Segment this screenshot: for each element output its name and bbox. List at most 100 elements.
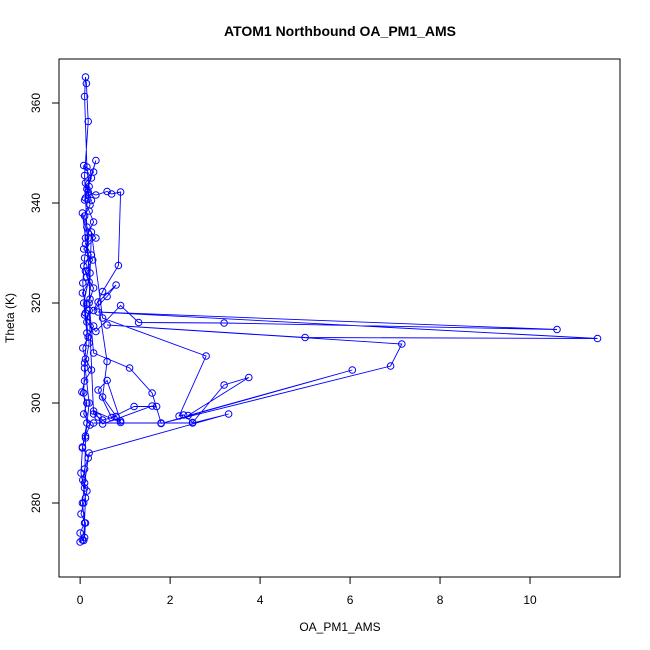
y-axis-label: Theta (K) [3, 293, 17, 343]
data-point [107, 413, 116, 422]
data-point [81, 234, 90, 242]
data-point [79, 344, 87, 352]
data-point [593, 334, 602, 343]
data-point [114, 261, 123, 270]
chart-title: ATOM1 Northbound OA_PM1_AMS [224, 23, 456, 39]
data-point [184, 411, 192, 420]
data-point [94, 386, 102, 394]
y-tick-label: 340 [29, 193, 43, 213]
data-point [87, 196, 96, 205]
data-point [134, 318, 143, 327]
data-point [86, 269, 94, 277]
y-axis: 280 300 320 340 360 [29, 93, 60, 513]
y-tick-label: 300 [29, 393, 43, 413]
data-point [84, 333, 92, 341]
data-point [87, 366, 96, 374]
data-point [92, 234, 100, 242]
x-tick-label: 8 [437, 593, 444, 607]
data-point [152, 402, 161, 411]
data-point [84, 117, 92, 126]
x-axis: 0 2 4 6 8 10 [77, 576, 537, 607]
data-point [148, 402, 156, 410]
data-point [85, 207, 93, 215]
data-point [94, 298, 102, 306]
data-point [116, 188, 125, 196]
data-point [103, 292, 111, 301]
data-point [202, 352, 210, 360]
x-tick-label: 2 [167, 593, 174, 607]
data-point [89, 349, 98, 357]
data-point [188, 419, 197, 427]
data-point [103, 187, 111, 196]
data-point [85, 399, 93, 407]
data-point [80, 364, 89, 372]
data-point [85, 339, 93, 347]
data-point [148, 389, 156, 397]
data-point [79, 410, 88, 418]
data-point [112, 412, 120, 421]
data-point [85, 449, 93, 457]
data-point [224, 410, 233, 418]
data-point [92, 327, 100, 336]
data-point [83, 318, 91, 326]
x-tick-label: 0 [77, 593, 84, 607]
data-point [80, 519, 89, 527]
data-point [77, 510, 85, 518]
data-point [80, 484, 89, 492]
data-point [116, 417, 125, 425]
data-point [80, 377, 89, 385]
data-point [553, 325, 561, 334]
data-point [89, 306, 98, 315]
data-point [348, 366, 357, 374]
data-point [79, 245, 88, 253]
data-point [85, 299, 93, 307]
data-point [79, 279, 87, 287]
plot-frame [58, 58, 621, 578]
data-point [81, 355, 90, 363]
data-point [81, 432, 90, 440]
data-point [76, 538, 84, 546]
data-point [80, 92, 89, 101]
data-point [87, 174, 96, 182]
data-point [80, 359, 89, 367]
data-point [84, 188, 92, 196]
data-point [87, 228, 96, 236]
y-tick-label: 280 [29, 493, 43, 513]
data-point [79, 389, 88, 397]
data-point [157, 419, 165, 427]
data-point [220, 381, 228, 389]
data-point [76, 529, 84, 537]
data-point [81, 73, 90, 81]
x-tick-label: 10 [523, 593, 537, 607]
data-point [89, 410, 98, 418]
data-point [83, 163, 91, 171]
data-point [89, 218, 98, 226]
y-tick-label: 360 [29, 93, 43, 113]
data-point [78, 388, 86, 396]
data-point [78, 289, 87, 297]
data-point [103, 321, 111, 329]
data-point [81, 309, 90, 317]
data-point [79, 536, 88, 545]
data-point [94, 308, 102, 316]
data-point [84, 234, 92, 242]
data-point [116, 301, 125, 310]
data-point [175, 412, 183, 420]
data-point [84, 190, 92, 198]
data-point [83, 399, 91, 407]
data-point [107, 190, 116, 198]
data-point [98, 314, 107, 322]
data-point [98, 393, 107, 401]
data-point [112, 281, 120, 289]
series-line [79, 76, 598, 543]
data-point [89, 407, 98, 415]
data-point [86, 201, 94, 209]
data-point [80, 254, 89, 262]
x-tick-label: 4 [257, 593, 264, 607]
data-point [83, 419, 91, 427]
data-point [125, 364, 134, 372]
data-point [220, 319, 228, 327]
data-point [98, 287, 107, 296]
data-point [88, 256, 97, 264]
